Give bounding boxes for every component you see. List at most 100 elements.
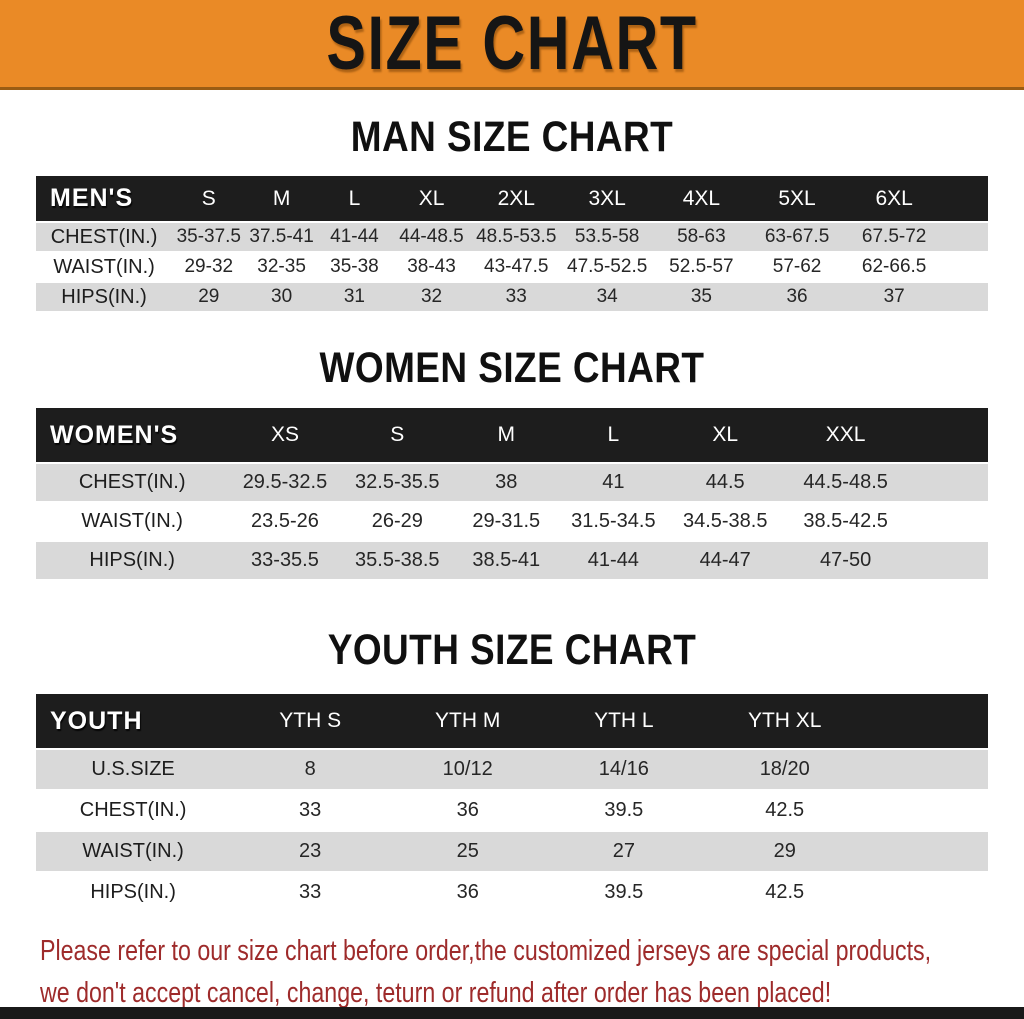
spacer-cell <box>867 832 988 871</box>
column-header: 5XL <box>748 176 846 221</box>
column-header: 6XL <box>845 176 944 221</box>
column-header: YTH S <box>230 694 391 748</box>
spacer-cell <box>943 176 988 221</box>
youth-section: YOUTH SIZE CHART YOUTH YTH S YTH M YTH L… <box>0 629 1024 914</box>
table-row-waist: WAIST(IN.) 23.5-26 26-29 29-31.5 31.5-34… <box>36 503 988 540</box>
row-label: CHEST(IN.) <box>36 223 173 251</box>
column-header: YTH M <box>390 694 546 748</box>
bottom-bar <box>0 1007 1024 1019</box>
size-cell: 29-31.5 <box>452 503 560 540</box>
size-cell: 42.5 <box>702 873 868 912</box>
size-cell: 23 <box>230 832 391 871</box>
column-header: YTH XL <box>702 694 868 748</box>
size-cell: 35 <box>653 283 749 311</box>
size-cell: 62-66.5 <box>845 253 944 281</box>
table-row-ussize: U.S.SIZE 8 10/12 14/16 18/20 <box>36 750 988 789</box>
column-header: M <box>245 176 318 221</box>
size-cell: 34.5-38.5 <box>667 503 784 540</box>
column-header: 4XL <box>653 176 749 221</box>
column-header: M <box>452 408 560 462</box>
women-section-title: WOMEN SIZE CHART <box>319 344 705 392</box>
spacer-cell <box>943 283 988 311</box>
womens-size-table: WOMEN'S XS S M L XL XXL CHEST(IN.) 29.5-… <box>36 406 988 581</box>
row-label: CHEST(IN.) <box>36 791 231 830</box>
size-cell: 53.5-58 <box>560 223 654 251</box>
women-header-row: WOMEN'S XS S M L XL XXL <box>36 408 988 462</box>
size-cell: 38.5-41 <box>452 542 560 579</box>
size-cell: 29-32 <box>172 253 246 281</box>
size-cell: 42.5 <box>702 791 868 830</box>
size-cell: 25 <box>390 832 546 871</box>
size-cell: 39.5 <box>545 873 703 912</box>
table-row-chest: CHEST(IN.) 35-37.5 37.5-41 41-44 44-48.5… <box>36 223 988 251</box>
row-label: WAIST(IN.) <box>36 253 173 281</box>
size-cell: 38 <box>452 464 560 501</box>
size-cell: 44.5 <box>667 464 784 501</box>
spacer-cell <box>907 503 988 540</box>
spacer-cell <box>943 223 988 251</box>
spacer-cell <box>943 253 988 281</box>
column-header: XS <box>228 408 342 462</box>
row-label: HIPS(IN.) <box>36 873 231 912</box>
youth-section-title: YOUTH SIZE CHART <box>327 626 697 674</box>
row-label: HIPS(IN.) <box>36 542 229 579</box>
size-cell: 26-29 <box>341 503 453 540</box>
size-cell: 35.5-38.5 <box>341 542 453 579</box>
table-row-waist: WAIST(IN.) 23 25 27 29 <box>36 832 988 871</box>
youth-corner-label: YOUTH <box>36 694 231 748</box>
size-cell: 33 <box>230 791 391 830</box>
spacer-cell <box>907 464 988 501</box>
size-cell: 35-37.5 <box>172 223 246 251</box>
men-section: MAN SIZE CHART MEN'S S M L XL 2XL 3XL 4X… <box>0 116 1024 313</box>
row-label: WAIST(IN.) <box>36 832 231 871</box>
size-cell: 29 <box>172 283 246 311</box>
size-cell: 41 <box>559 464 668 501</box>
size-cell: 38.5-42.5 <box>783 503 908 540</box>
size-cell: 27 <box>545 832 703 871</box>
table-row-hips: HIPS(IN.) 29 30 31 32 33 34 35 36 37 <box>36 283 988 311</box>
size-cell: 32-35 <box>245 253 318 281</box>
youth-header-row: YOUTH YTH S YTH M YTH L YTH XL <box>36 694 988 748</box>
disclaimer-line-2: we don't accept cancel, change, teturn o… <box>40 977 832 1009</box>
banner: SIZE CHART <box>0 0 1024 90</box>
size-cell: 47.5-52.5 <box>560 253 654 281</box>
size-cell: 32 <box>391 283 472 311</box>
men-header-row: MEN'S S M L XL 2XL 3XL 4XL 5XL 6XL <box>36 176 988 221</box>
size-cell: 34 <box>560 283 654 311</box>
size-cell: 14/16 <box>545 750 703 789</box>
size-cell: 48.5-53.5 <box>471 223 561 251</box>
spacer-cell <box>867 694 988 748</box>
size-cell: 10/12 <box>390 750 546 789</box>
row-label: U.S.SIZE <box>36 750 231 789</box>
size-cell: 32.5-35.5 <box>341 464 453 501</box>
size-cell: 47-50 <box>783 542 908 579</box>
row-label: HIPS(IN.) <box>36 283 173 311</box>
size-cell: 36 <box>390 873 546 912</box>
size-cell: 41-44 <box>317 223 392 251</box>
size-cell: 37 <box>845 283 944 311</box>
column-header: YTH L <box>545 694 703 748</box>
size-cell: 37.5-41 <box>245 223 318 251</box>
spacer-cell <box>907 542 988 579</box>
size-cell: 38-43 <box>391 253 472 281</box>
men-section-title: MAN SIZE CHART <box>350 113 674 161</box>
table-row-chest: CHEST(IN.) 29.5-32.5 32.5-35.5 38 41 44.… <box>36 464 988 501</box>
column-header: XL <box>667 408 784 462</box>
size-cell: 31.5-34.5 <box>559 503 668 540</box>
row-label: CHEST(IN.) <box>36 464 229 501</box>
size-cell: 44-47 <box>667 542 784 579</box>
column-header: S <box>172 176 246 221</box>
mens-size-table: MEN'S S M L XL 2XL 3XL 4XL 5XL 6XL CHEST… <box>36 174 988 313</box>
column-header: L <box>559 408 668 462</box>
table-row-hips: HIPS(IN.) 33 36 39.5 42.5 <box>36 873 988 912</box>
size-cell: 8 <box>230 750 391 789</box>
size-cell: 33 <box>230 873 391 912</box>
size-cell: 43-47.5 <box>471 253 561 281</box>
column-header: XL <box>391 176 472 221</box>
spacer-cell <box>867 791 988 830</box>
row-label: WAIST(IN.) <box>36 503 229 540</box>
size-cell: 44-48.5 <box>391 223 472 251</box>
size-cell: 36 <box>390 791 546 830</box>
size-cell: 41-44 <box>559 542 668 579</box>
size-cell: 30 <box>245 283 318 311</box>
